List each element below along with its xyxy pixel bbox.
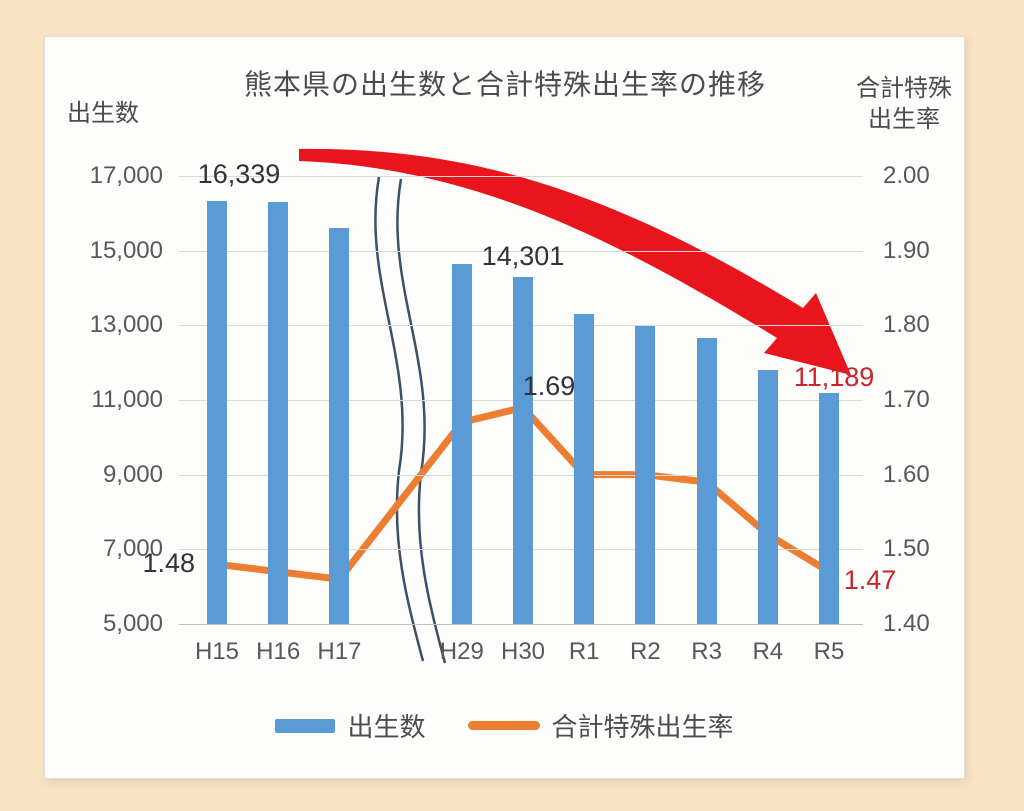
- data-label-h30-rate-label: 1.69: [522, 371, 576, 402]
- legend-bar-swatch: [275, 718, 336, 733]
- birth-count-bar: [268, 202, 289, 624]
- legend: 出生数 合計特殊出生率: [45, 707, 964, 744]
- data-label-first-bar-label: 16,339: [197, 158, 281, 189]
- data-label-h30-bar-label: 14,301: [481, 240, 565, 271]
- right-axis-title-line1: 合計特殊: [856, 75, 952, 102]
- x-axis-tick-label: R5: [813, 638, 845, 665]
- right-axis-title-line2: 出生率: [868, 106, 940, 133]
- legend-label: 合計特殊出生率: [551, 712, 734, 742]
- birth-count-bar: [819, 392, 839, 624]
- legend-item: 出生数: [275, 707, 426, 744]
- right-axis-tick-label: 2.00: [883, 162, 930, 189]
- birth-count-bar: [513, 276, 533, 624]
- x-axis-tick-label: R4: [752, 638, 784, 665]
- data-label-first-rate-label: 1.48: [142, 548, 195, 579]
- right-axis-tick-label: 1.60: [883, 460, 930, 488]
- left-axis-tick-label: 5,000: [102, 610, 163, 637]
- left-axis-tick-label: 15,000: [89, 236, 163, 264]
- chart-panel: 熊本県の出生数と合計特殊出生率の推移 出生数 合計特殊 出生率 出生数 合計特殊出…: [44, 36, 965, 779]
- x-axis-tick-label: H29: [439, 638, 484, 665]
- axis-break-mark: [374, 176, 425, 662]
- right-axis-tick-label: 1.80: [883, 311, 930, 339]
- gridline: [179, 250, 863, 252]
- legend-line-swatch: [467, 721, 540, 730]
- birth-count-bar: [635, 326, 656, 624]
- x-axis-tick-label: H16: [256, 638, 301, 665]
- right-axis-tick-label: 1.90: [883, 236, 930, 264]
- birth-count-bar: [329, 228, 350, 624]
- left-axis-tick-label: 7,000: [102, 535, 163, 563]
- birth-count-bar: [207, 200, 227, 624]
- gridline: [179, 176, 863, 177]
- x-axis-tick-label: H17: [317, 638, 362, 665]
- x-axis-tick-label: R3: [691, 638, 722, 665]
- data-label-last-bar-label: 11,189: [793, 361, 875, 392]
- left-axis-tick-label: 9,000: [102, 460, 163, 488]
- birth-count-bar: [574, 314, 595, 624]
- data-label-last-rate-label: 1.47: [843, 564, 897, 595]
- left-axis-title: 出生数: [67, 100, 139, 127]
- x-axis-tick-label: R1: [568, 638, 600, 665]
- right-axis-title: 合計特殊 出生率: [841, 73, 967, 135]
- birth-count-bar: [696, 338, 717, 624]
- x-axis-tick-label: H15: [194, 638, 240, 665]
- gridline: [179, 624, 863, 625]
- right-axis-tick-label: 1.50: [883, 535, 930, 563]
- left-axis-tick-label: 17,000: [89, 162, 163, 189]
- x-axis-tick-label: R2: [630, 638, 661, 665]
- legend-label: 出生数: [347, 712, 426, 742]
- left-axis-tick-label: 13,000: [89, 311, 163, 339]
- legend-item: 合計特殊出生率: [467, 707, 734, 744]
- left-axis-tick-label: 11,000: [91, 386, 163, 413]
- x-axis-tick-label: H30: [500, 638, 546, 665]
- birth-count-bar: [451, 263, 472, 624]
- right-axis-tick-label: 1.40: [883, 610, 930, 637]
- right-axis-tick-label: 1.70: [883, 386, 930, 413]
- birth-count-bar: [757, 370, 778, 624]
- chart-title: 熊本県の出生数と合計特殊出生率の推移: [243, 69, 766, 100]
